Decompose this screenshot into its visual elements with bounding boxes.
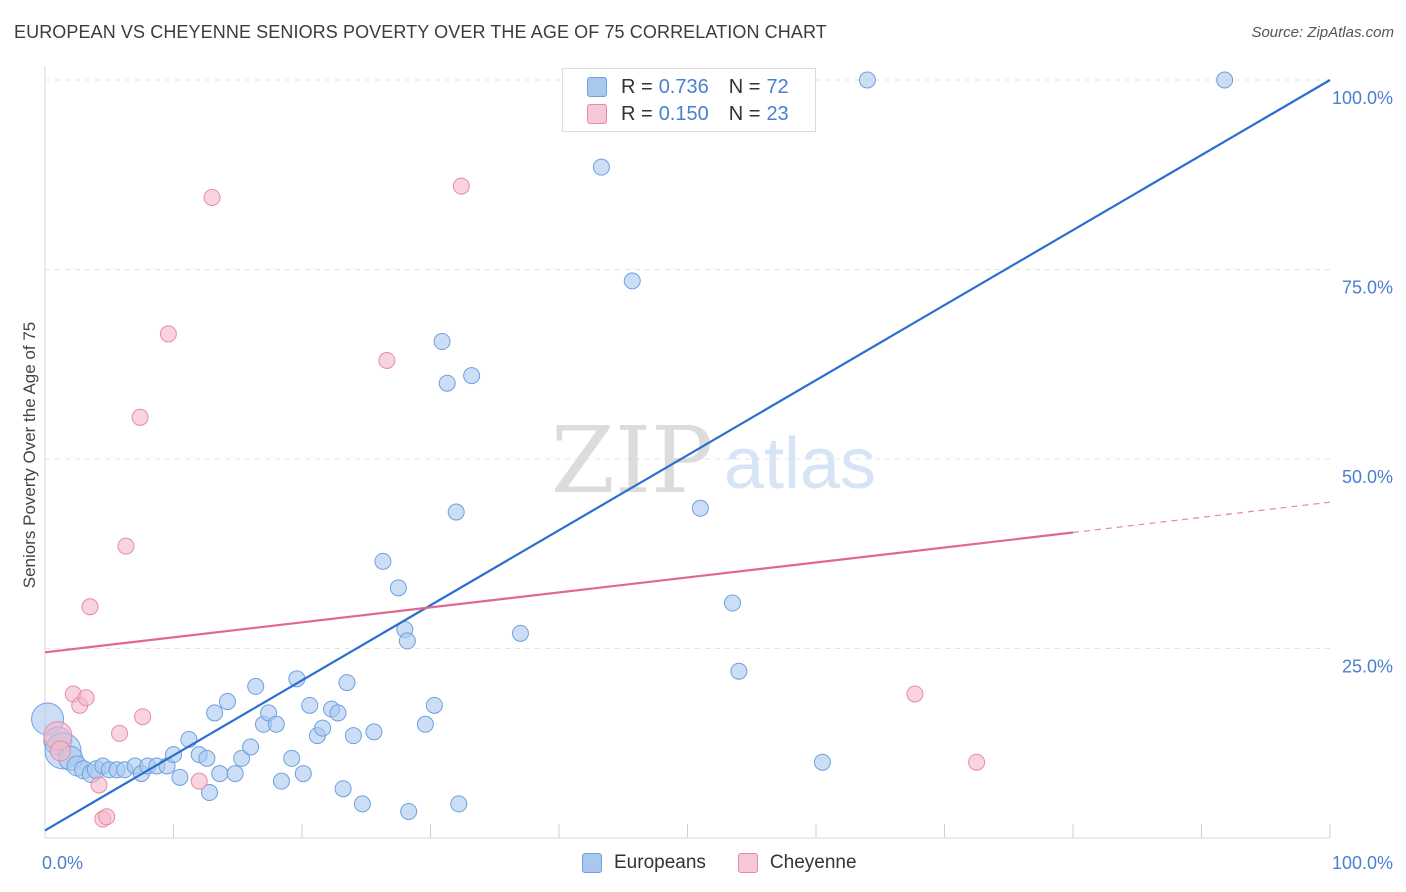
data-point [77, 689, 95, 707]
data-point [334, 780, 352, 798]
source-label: Source: ZipAtlas.com [1251, 24, 1394, 41]
data-point [450, 795, 468, 813]
data-point [81, 598, 99, 616]
legend-swatch-europeans [587, 77, 607, 97]
data-point [329, 704, 347, 722]
series-swatch-europeans [582, 853, 602, 873]
legend-r-value: 0.150 [658, 102, 709, 125]
data-point [463, 367, 481, 385]
data-point [211, 765, 229, 783]
legend-n-label: N = [728, 75, 761, 98]
data-point [247, 677, 265, 695]
data-point [425, 696, 443, 714]
data-point [272, 772, 290, 790]
data-point [180, 730, 198, 748]
data-point [389, 579, 407, 597]
correlation-legend: R = 0.736 N = 72 R = 0.150 N = 23 [562, 68, 816, 132]
data-point [723, 594, 741, 612]
data-point [398, 632, 416, 650]
data-point [447, 503, 465, 521]
data-point [400, 802, 418, 820]
series-label-cheyenne: Cheyenne [769, 852, 857, 873]
data-point [159, 325, 177, 343]
legend-row-europeans: R = 0.736 N = 72 [587, 75, 789, 99]
data-point [623, 272, 641, 290]
data-point [49, 740, 71, 762]
data-point [171, 768, 189, 786]
series-label-europeans: Europeans [614, 852, 706, 873]
data-point [131, 408, 149, 426]
y-tick-label: 100.0% [1332, 88, 1393, 108]
legend-r-value: 0.736 [658, 75, 709, 98]
y-tick-label: 25.0% [1342, 657, 1393, 677]
data-point [353, 795, 371, 813]
series-cheyenne [43, 177, 986, 828]
watermark-atlas: atlas [724, 424, 876, 504]
watermark: ZIP atlas [551, 407, 876, 514]
x-tick-label-max: 100.0% [1332, 853, 1393, 873]
data-point [111, 724, 129, 742]
trend-line-cheyenne [44, 531, 1074, 654]
y-axis-label: Seniors Poverty Over the Age of 75 [20, 321, 39, 589]
legend-r-label: R = [621, 75, 653, 98]
data-point [200, 784, 218, 802]
y-tick-label: 75.0% [1342, 278, 1393, 298]
data-point [592, 158, 610, 176]
x-tick-label-min: 0.0% [42, 853, 83, 873]
trend-lines [44, 79, 1331, 832]
series-legend-cheyenne[interactable]: Cheyenne [737, 852, 857, 874]
data-point [344, 727, 362, 745]
chart-title: EUROPEAN VS CHEYENNE SENIORS POVERTY OVE… [14, 22, 827, 42]
data-point [206, 704, 224, 722]
data-point [190, 772, 208, 790]
y-tick-label: 50.0% [1342, 467, 1393, 487]
data-point [365, 723, 383, 741]
data-point [858, 71, 876, 89]
data-point [1216, 71, 1234, 89]
data-point [242, 738, 260, 756]
legend-r-label: R = [621, 102, 653, 125]
data-point [338, 674, 356, 692]
trend-line-extension [1072, 501, 1331, 534]
data-point [730, 662, 748, 680]
data-point [218, 693, 236, 711]
gridlines [45, 79, 1330, 649]
data-point [98, 808, 116, 826]
data-point [134, 708, 152, 726]
data-point [226, 765, 244, 783]
data-point [813, 753, 831, 771]
data-point [378, 351, 396, 369]
data-point [968, 753, 986, 771]
data-point [438, 374, 456, 392]
legend-swatch-cheyenne [587, 104, 607, 124]
series-legend: Europeans Cheyenne [582, 852, 889, 874]
legend-n-value: 23 [766, 102, 789, 125]
data-point [906, 685, 924, 703]
legend-row-cheyenne: R = 0.150 N = 23 [587, 102, 789, 126]
data-point [267, 715, 285, 733]
data-point [198, 749, 216, 767]
data-point [433, 333, 451, 351]
series-swatch-cheyenne [737, 853, 758, 873]
data-point [511, 624, 529, 642]
data-point [90, 776, 108, 794]
data-point [117, 537, 135, 555]
trend-line-europeans [44, 79, 1331, 832]
tick-labels: 25.0% 50.0% 75.0% 100.0% 0.0% 100.0% [42, 88, 1393, 873]
data-point [294, 765, 312, 783]
data-point [416, 715, 434, 733]
legend-n-label: N = [728, 102, 761, 125]
data-point [691, 499, 709, 517]
data-point [233, 749, 251, 767]
series-legend-europeans[interactable]: Europeans [582, 852, 706, 874]
data-point [452, 177, 470, 195]
watermark-zip: ZIP [551, 407, 713, 514]
data-point [301, 696, 319, 714]
legend-n-value: 72 [766, 75, 789, 98]
data-point [314, 719, 332, 737]
data-point [203, 188, 221, 206]
data-point [283, 749, 301, 767]
data-point [374, 552, 392, 570]
